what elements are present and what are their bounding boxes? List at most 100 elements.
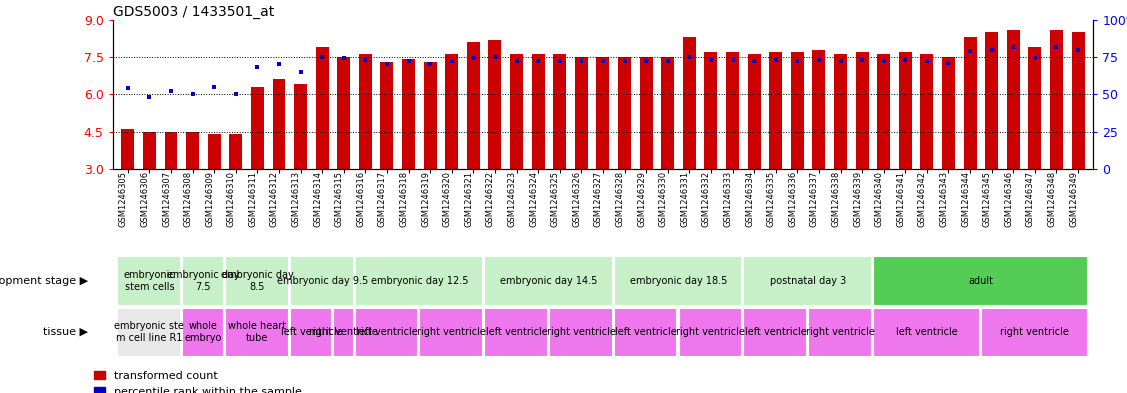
Bar [207, 134, 221, 169]
Text: GSM1246313: GSM1246313 [292, 171, 301, 227]
Text: embryonic ste
m cell line R1: embryonic ste m cell line R1 [115, 321, 185, 343]
Bar [662, 57, 674, 169]
Bar [358, 55, 372, 169]
Bar [596, 57, 610, 169]
Bar [640, 57, 653, 169]
Bar [899, 52, 912, 169]
Text: GSM1246326: GSM1246326 [573, 171, 582, 227]
Bar [808, 308, 872, 356]
Text: GSM1246334: GSM1246334 [745, 171, 754, 227]
Bar [704, 52, 718, 169]
Text: GSM1246308: GSM1246308 [184, 171, 193, 227]
Bar [614, 308, 677, 356]
Bar [355, 308, 418, 356]
Text: GSM1246311: GSM1246311 [248, 171, 257, 227]
Text: left ventricle: left ventricle [356, 327, 418, 337]
Bar [532, 55, 544, 169]
Text: GSM1246321: GSM1246321 [464, 171, 473, 227]
Text: right ventricle: right ventricle [547, 327, 615, 337]
Bar [186, 132, 199, 169]
Text: GSM1246349: GSM1246349 [1070, 171, 1079, 227]
Bar [921, 55, 933, 169]
Bar [290, 308, 332, 356]
Legend: transformed count, percentile rank within the sample: transformed count, percentile rank withi… [94, 371, 302, 393]
Bar [791, 52, 804, 169]
Bar [614, 257, 743, 305]
Text: GSM1246328: GSM1246328 [615, 171, 624, 227]
Text: GSM1246348: GSM1246348 [1047, 171, 1056, 227]
Bar [877, 55, 890, 169]
Bar [485, 308, 548, 356]
Bar [225, 308, 289, 356]
Text: GSM1246329: GSM1246329 [637, 171, 646, 227]
Bar [485, 257, 613, 305]
Text: GSM1246341: GSM1246341 [896, 171, 905, 227]
Text: right ventricle: right ventricle [806, 327, 875, 337]
Text: GSM1246320: GSM1246320 [443, 171, 452, 227]
Text: GSM1246332: GSM1246332 [702, 171, 711, 227]
Bar [117, 308, 180, 356]
Bar [1072, 32, 1084, 169]
Text: development stage ▶: development stage ▶ [0, 276, 88, 286]
Text: right ventricle: right ventricle [417, 327, 486, 337]
Text: GSM1246319: GSM1246319 [421, 171, 431, 227]
Bar [726, 52, 739, 169]
Text: GSM1246317: GSM1246317 [378, 171, 387, 227]
Text: GSM1246340: GSM1246340 [875, 171, 884, 227]
Text: GSM1246331: GSM1246331 [681, 171, 690, 227]
Bar [1050, 29, 1063, 169]
Text: whole heart
tube: whole heart tube [229, 321, 286, 343]
Bar [980, 308, 1088, 356]
Text: right ventricle: right ventricle [676, 327, 745, 337]
Bar [549, 308, 613, 356]
Bar [294, 84, 307, 169]
Text: GSM1246335: GSM1246335 [766, 171, 775, 227]
Text: embryonic day
8.5: embryonic day 8.5 [221, 270, 294, 292]
Bar [575, 57, 588, 169]
Text: GSM1246325: GSM1246325 [551, 171, 560, 227]
Bar [744, 257, 872, 305]
Text: GSM1246338: GSM1246338 [832, 171, 841, 227]
Text: left ventricle: left ventricle [615, 327, 677, 337]
Text: GSM1246344: GSM1246344 [961, 171, 970, 227]
Text: GSM1246330: GSM1246330 [659, 171, 667, 227]
Text: GSM1246336: GSM1246336 [788, 171, 797, 227]
Bar [747, 55, 761, 169]
Bar [1006, 29, 1020, 169]
Bar [744, 308, 807, 356]
Bar [834, 55, 848, 169]
Text: whole
embryo: whole embryo [185, 321, 222, 343]
Text: GDS5003 / 1433501_at: GDS5003 / 1433501_at [113, 5, 274, 18]
Bar [229, 134, 242, 169]
Text: embryonic day 9.5: embryonic day 9.5 [276, 276, 367, 286]
Text: right ventricle: right ventricle [309, 327, 379, 337]
Bar [117, 257, 180, 305]
Text: GSM1246314: GSM1246314 [313, 171, 322, 227]
Text: postnatal day 3: postnatal day 3 [770, 276, 846, 286]
Text: GSM1246343: GSM1246343 [940, 171, 949, 227]
Bar [143, 132, 156, 169]
Bar [445, 55, 459, 169]
Text: embryonic day 14.5: embryonic day 14.5 [500, 276, 597, 286]
Bar [873, 308, 979, 356]
Text: GSM1246347: GSM1246347 [1026, 171, 1035, 227]
Bar [855, 52, 869, 169]
Text: GSM1246322: GSM1246322 [486, 171, 495, 227]
Text: left ventricle: left ventricle [281, 327, 343, 337]
Text: GSM1246323: GSM1246323 [507, 171, 516, 227]
Text: embryonic day
7.5: embryonic day 7.5 [167, 270, 240, 292]
Bar [332, 308, 354, 356]
Bar [381, 62, 393, 169]
Text: GSM1246309: GSM1246309 [205, 171, 214, 227]
Text: embryonic
stem cells: embryonic stem cells [124, 270, 176, 292]
Bar [678, 308, 743, 356]
Text: GSM1246316: GSM1246316 [356, 171, 365, 227]
Text: GSM1246346: GSM1246346 [1004, 171, 1013, 227]
Text: tissue ▶: tissue ▶ [43, 327, 88, 337]
Bar [424, 62, 436, 169]
Text: GSM1246315: GSM1246315 [335, 171, 344, 227]
Text: GSM1246337: GSM1246337 [810, 171, 819, 227]
Bar [942, 57, 955, 169]
Text: left ventricle: left ventricle [896, 327, 958, 337]
Bar [683, 37, 695, 169]
